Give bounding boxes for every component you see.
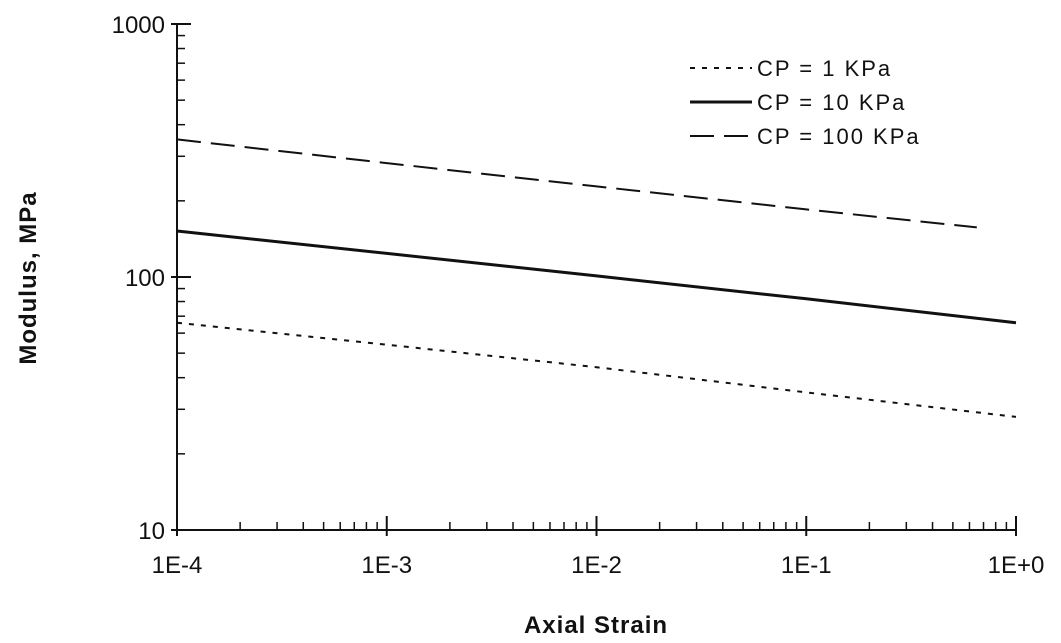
series-line-3 [176,138,977,229]
x-tick-label: 1E-1 [781,552,832,579]
major-ticks [171,23,1017,536]
legend-label-1: CP = 1 KPa [757,56,892,81]
legend: CP = 1 KPa CP = 10 KPa CP = 100 KPa [690,56,921,149]
series-line-2 [176,229,1017,325]
y-axis-title: Modulus, MPa [15,191,42,364]
y-tick-label: 10 [138,518,165,545]
x-tick-label: 1E-4 [152,552,203,579]
x-axis-title: Axial Strain [524,612,668,639]
x-tick-label: 1E+0 [988,552,1045,579]
y-tick-label: 1000 [112,12,165,39]
series-line-1 [176,321,1017,418]
y-tick-label: 100 [125,265,165,292]
tick-labels: 1E-4 1E-3 1E-2 1E-1 1E+0 10 100 1000 [112,12,1045,579]
legend-label-2: CP = 10 KPa [757,90,906,115]
legend-label-3: CP = 100 KPa [757,124,921,149]
minor-ticks [177,34,1008,530]
x-tick-label: 1E-3 [361,552,412,579]
x-tick-label: 1E-2 [571,552,622,579]
series-group [176,138,1017,418]
